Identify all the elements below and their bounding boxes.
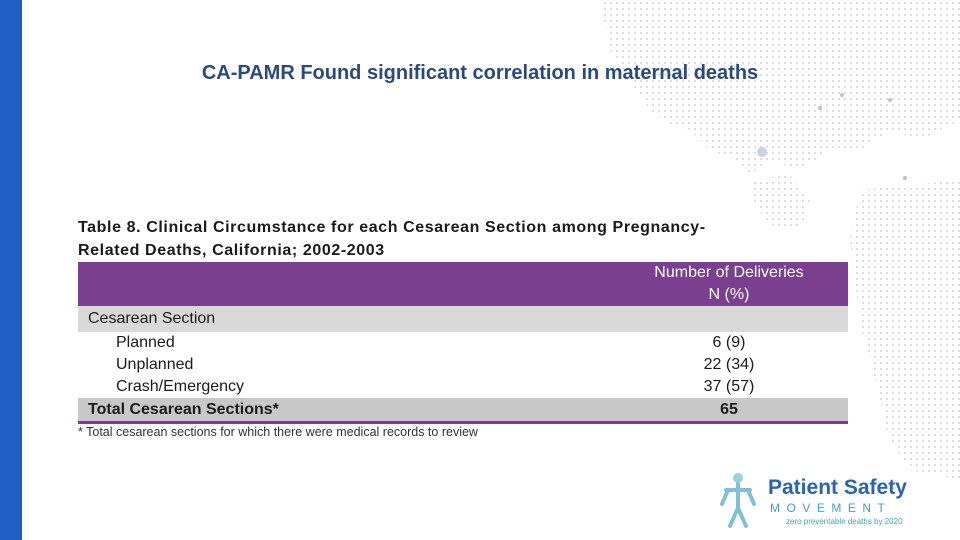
patient-safety-movement-logo: Patient Safety MOVEMENT zero preventable… [714,470,944,530]
table-row: Crash/Emergency 37 (57) [78,376,848,398]
row-label: Crash/Emergency [116,378,245,395]
total-row: Total Cesarean Sections* 65 [78,398,848,424]
human-figure-icon [720,473,756,528]
table-header-row: Number of Deliveries N (%) [78,262,848,306]
row-label: Planned [116,334,175,351]
table-caption: Table 8. Clinical Circumstance for each … [78,216,848,262]
world-map-dots-background [600,0,960,480]
row-label: Unplanned [116,356,194,373]
table-row: Planned 6 (9) [78,332,848,354]
section-row: Cesarean Section [78,306,848,332]
logo-line1: Patient Safety [768,476,907,499]
slide-title: CA-PAMR Found significant correlation in… [201,62,759,84]
row-value: 22 (34) [703,356,755,373]
table-caption-line2: Related Deaths, California; 2002-2003 [78,242,385,259]
table-row: Unplanned 22 (34) [78,354,848,376]
table-caption-line1: Table 8. Clinical Circumstance for each … [78,219,706,236]
section-empty-cell [610,306,848,332]
left-accent-bar [0,0,22,540]
header-deliveries-cell: Number of Deliveries N (%) [610,262,848,306]
header-line1: Number of Deliveries [654,264,804,281]
row-value: 37 (57) [703,378,755,395]
logo-line2: MOVEMENT [770,501,892,515]
total-value: 65 [610,398,848,424]
logo-line3: zero preventable deaths by 2020 [786,517,903,526]
total-label: Total Cesarean Sections* [78,398,610,424]
row-value: 6 (9) [712,334,746,351]
table-footnote: * Total cesarean sections for which ther… [78,425,478,439]
section-label: Cesarean Section [78,306,610,332]
header-line2: N (%) [708,286,750,303]
cesarean-table: Number of Deliveries N (%) Cesarean Sect… [78,262,848,424]
header-empty-cell [78,262,610,306]
